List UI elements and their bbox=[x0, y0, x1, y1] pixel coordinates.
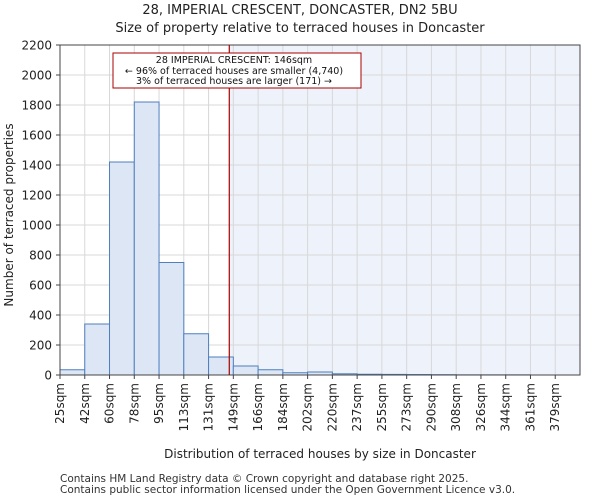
x-tick-label: 113sqm bbox=[177, 383, 191, 431]
x-tick-label: 42sqm bbox=[78, 383, 92, 424]
annotation-line-1: 28 IMPERIAL CRESCENT: 146sqm bbox=[156, 55, 312, 66]
x-tick-label: 184sqm bbox=[276, 383, 290, 431]
x-axis-label: Distribution of terraced houses by size … bbox=[164, 447, 476, 461]
x-tick-label: 344sqm bbox=[499, 383, 513, 431]
x-tick-label: 166sqm bbox=[251, 383, 265, 431]
x-tick-label: 149sqm bbox=[226, 383, 240, 431]
bar-60sqm bbox=[109, 161, 135, 376]
x-tick-label: 95sqm bbox=[152, 383, 166, 424]
y-tick-label: 1000 bbox=[21, 219, 52, 233]
x-tick-label: 237sqm bbox=[350, 383, 364, 431]
x-tick-label: 255sqm bbox=[375, 383, 389, 431]
x-tick-label: 25sqm bbox=[53, 383, 67, 424]
x-tick-label: 290sqm bbox=[424, 383, 438, 431]
plot-frame bbox=[59, 44, 581, 376]
highlight-region bbox=[229, 45, 580, 375]
y-tick-label: 400 bbox=[29, 309, 52, 323]
x-tick-label: 273sqm bbox=[400, 383, 414, 431]
y-tick-label: 2200 bbox=[21, 39, 52, 53]
bar-78sqm bbox=[133, 101, 160, 376]
y-tick-label: 2000 bbox=[21, 69, 52, 83]
x-tick-label: 202sqm bbox=[301, 383, 315, 431]
bar-113sqm bbox=[183, 333, 210, 376]
y-tick-label: 1400 bbox=[21, 159, 52, 173]
bar-149sqm bbox=[232, 365, 259, 376]
x-tick-label: 220sqm bbox=[325, 383, 339, 431]
y-tick-label: 1800 bbox=[21, 99, 52, 113]
chart-title: 28, IMPERIAL CRESCENT, DONCASTER, DN2 5B… bbox=[142, 3, 458, 18]
bar-166sqm bbox=[257, 369, 284, 376]
y-tick-label: 1200 bbox=[21, 189, 52, 203]
x-tick-label: 131sqm bbox=[202, 383, 216, 431]
y-tick-label: 200 bbox=[29, 339, 52, 353]
y-axis-label: Number of terraced properties bbox=[2, 123, 16, 306]
y-tick-label: 800 bbox=[29, 249, 52, 263]
x-tick-label: 60sqm bbox=[103, 383, 117, 424]
footer-licence: Contains public sector information licen… bbox=[60, 484, 516, 496]
x-tick-label: 326sqm bbox=[474, 383, 488, 431]
x-tick-label: 379sqm bbox=[548, 383, 562, 431]
x-tick-label: 361sqm bbox=[523, 383, 537, 431]
x-tick-label: 78sqm bbox=[127, 383, 141, 424]
bar-42sqm bbox=[84, 323, 111, 376]
footer-copyright: Contains HM Land Registry data © Crown c… bbox=[60, 473, 469, 485]
bar-95sqm bbox=[158, 262, 185, 376]
y-tick-label: 600 bbox=[29, 279, 52, 293]
annotation-line-2: ← 96% of terraced houses are smaller (4,… bbox=[125, 66, 343, 77]
y-tick-label: 1600 bbox=[21, 129, 52, 143]
x-tick-label: 308sqm bbox=[449, 383, 463, 431]
bar-25sqm bbox=[59, 369, 86, 376]
annotation-box bbox=[112, 52, 362, 89]
y-tick-label: 0 bbox=[44, 369, 52, 383]
chart-subtitle: Size of property relative to terraced ho… bbox=[115, 21, 485, 36]
annotation-line-3: 3% of terraced houses are larger (171) → bbox=[136, 76, 332, 87]
